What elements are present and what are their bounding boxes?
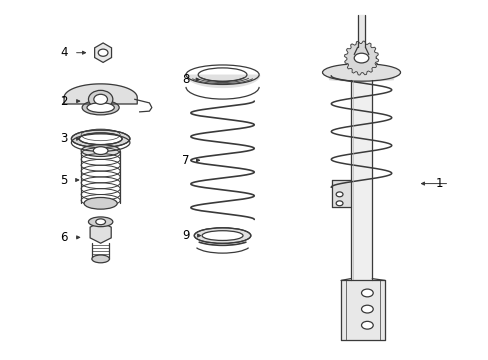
Ellipse shape	[79, 133, 122, 145]
Ellipse shape	[194, 228, 250, 243]
Ellipse shape	[81, 145, 120, 157]
Polygon shape	[340, 280, 384, 339]
Text: 4: 4	[60, 46, 68, 59]
Ellipse shape	[202, 231, 243, 240]
Ellipse shape	[361, 305, 372, 313]
Polygon shape	[350, 80, 371, 280]
Ellipse shape	[94, 94, 107, 104]
Ellipse shape	[335, 201, 342, 206]
Text: 9: 9	[182, 229, 189, 242]
Polygon shape	[357, 15, 365, 47]
Ellipse shape	[96, 219, 105, 225]
Polygon shape	[64, 84, 137, 104]
Ellipse shape	[93, 147, 108, 154]
Polygon shape	[327, 72, 395, 81]
Text: 8: 8	[182, 73, 189, 86]
Polygon shape	[331, 180, 350, 207]
Ellipse shape	[84, 198, 117, 209]
Ellipse shape	[335, 192, 342, 197]
Ellipse shape	[361, 321, 372, 329]
Ellipse shape	[87, 103, 114, 112]
Polygon shape	[344, 41, 378, 75]
Polygon shape	[95, 43, 111, 62]
Ellipse shape	[344, 59, 378, 75]
Text: 5: 5	[61, 174, 68, 186]
Ellipse shape	[322, 64, 400, 81]
Polygon shape	[90, 222, 111, 243]
Ellipse shape	[361, 289, 372, 297]
Ellipse shape	[92, 255, 109, 263]
Ellipse shape	[71, 130, 130, 148]
Ellipse shape	[353, 53, 368, 63]
Ellipse shape	[88, 90, 113, 108]
Text: 2: 2	[60, 95, 68, 108]
Text: 3: 3	[61, 132, 68, 145]
Text: 6: 6	[60, 231, 68, 244]
Text: 7: 7	[182, 154, 189, 167]
Ellipse shape	[82, 100, 119, 115]
Ellipse shape	[88, 217, 113, 227]
Ellipse shape	[98, 49, 108, 56]
Text: 1: 1	[435, 177, 443, 190]
